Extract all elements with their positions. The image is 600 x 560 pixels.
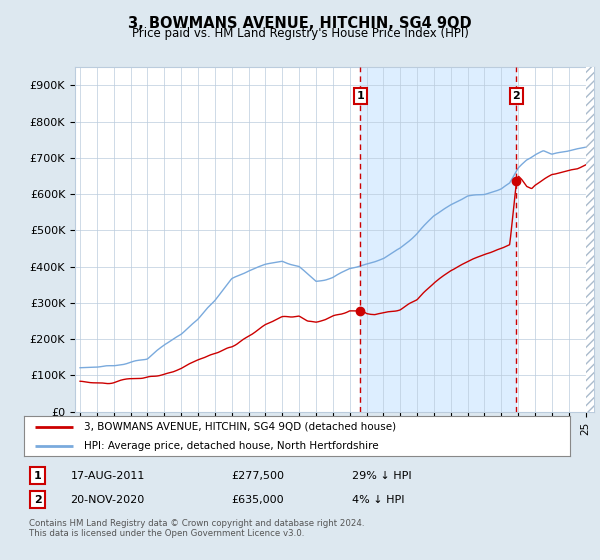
- Text: 1: 1: [34, 470, 41, 480]
- Text: 17-AUG-2011: 17-AUG-2011: [70, 470, 145, 480]
- Bar: [586, 67, 594, 412]
- Text: Price paid vs. HM Land Registry's House Price Index (HPI): Price paid vs. HM Land Registry's House …: [131, 27, 469, 40]
- Bar: [360, 67, 517, 412]
- Text: 29% ↓ HPI: 29% ↓ HPI: [352, 470, 411, 480]
- Text: 4% ↓ HPI: 4% ↓ HPI: [352, 495, 404, 505]
- Text: Contains HM Land Registry data © Crown copyright and database right 2024.
This d: Contains HM Land Registry data © Crown c…: [29, 519, 365, 538]
- Bar: [586, 67, 594, 412]
- Text: £277,500: £277,500: [232, 470, 284, 480]
- Text: 2: 2: [512, 91, 520, 101]
- Text: 3, BOWMANS AVENUE, HITCHIN, SG4 9QD: 3, BOWMANS AVENUE, HITCHIN, SG4 9QD: [128, 16, 472, 31]
- Text: 20-NOV-2020: 20-NOV-2020: [70, 495, 145, 505]
- Text: £635,000: £635,000: [232, 495, 284, 505]
- Text: 2: 2: [34, 495, 41, 505]
- Text: 1: 1: [356, 91, 364, 101]
- Text: HPI: Average price, detached house, North Hertfordshire: HPI: Average price, detached house, Nort…: [84, 441, 379, 450]
- Text: 3, BOWMANS AVENUE, HITCHIN, SG4 9QD (detached house): 3, BOWMANS AVENUE, HITCHIN, SG4 9QD (det…: [84, 422, 396, 432]
